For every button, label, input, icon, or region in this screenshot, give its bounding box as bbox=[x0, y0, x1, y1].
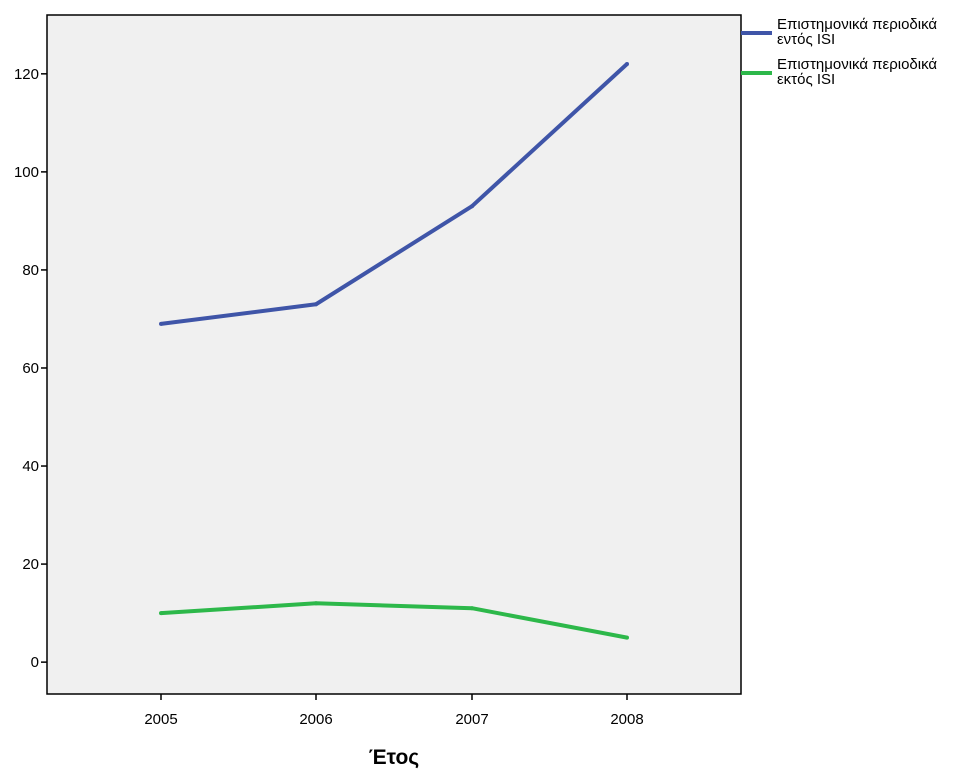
y-tick-label: 100 bbox=[14, 164, 39, 181]
data-point bbox=[314, 601, 318, 606]
legend-label-2: Επιστημονικά περιοδικά bbox=[777, 56, 937, 73]
data-point bbox=[625, 62, 629, 67]
series-line-1 bbox=[160, 62, 629, 326]
data-point bbox=[159, 611, 163, 616]
x-tick-label: 2006 bbox=[299, 711, 332, 728]
series-layer bbox=[159, 62, 629, 640]
plot-area bbox=[46, 14, 742, 695]
data-point bbox=[314, 302, 318, 307]
y-tick-label: 60 bbox=[22, 360, 39, 377]
data-point bbox=[159, 321, 163, 326]
y-axis: 0 20 40 60 80 100 120 bbox=[14, 66, 47, 671]
legend-label-1: εντός ISI bbox=[777, 31, 835, 48]
x-tick-label: 2007 bbox=[455, 711, 488, 728]
data-point bbox=[625, 635, 629, 640]
series-line-2 bbox=[160, 601, 628, 640]
x-tick-label: 2005 bbox=[144, 711, 177, 728]
x-axis-title: Έτος bbox=[369, 746, 420, 769]
data-point bbox=[470, 204, 474, 209]
y-tick-label: 20 bbox=[22, 556, 39, 573]
legend-label-1: Επιστημονικά περιοδικά bbox=[777, 16, 937, 33]
x-tick-label: 2008 bbox=[610, 711, 643, 728]
legend-label-2: εκτός ISI bbox=[777, 71, 835, 88]
y-tick-label: 0 bbox=[31, 654, 39, 671]
y-tick-label: 40 bbox=[22, 458, 39, 475]
y-tick-label: 120 bbox=[14, 66, 39, 83]
data-point bbox=[470, 606, 474, 611]
y-tick-label: 80 bbox=[22, 262, 39, 279]
x-axis: 2005 2006 2007 2008 bbox=[144, 694, 644, 728]
